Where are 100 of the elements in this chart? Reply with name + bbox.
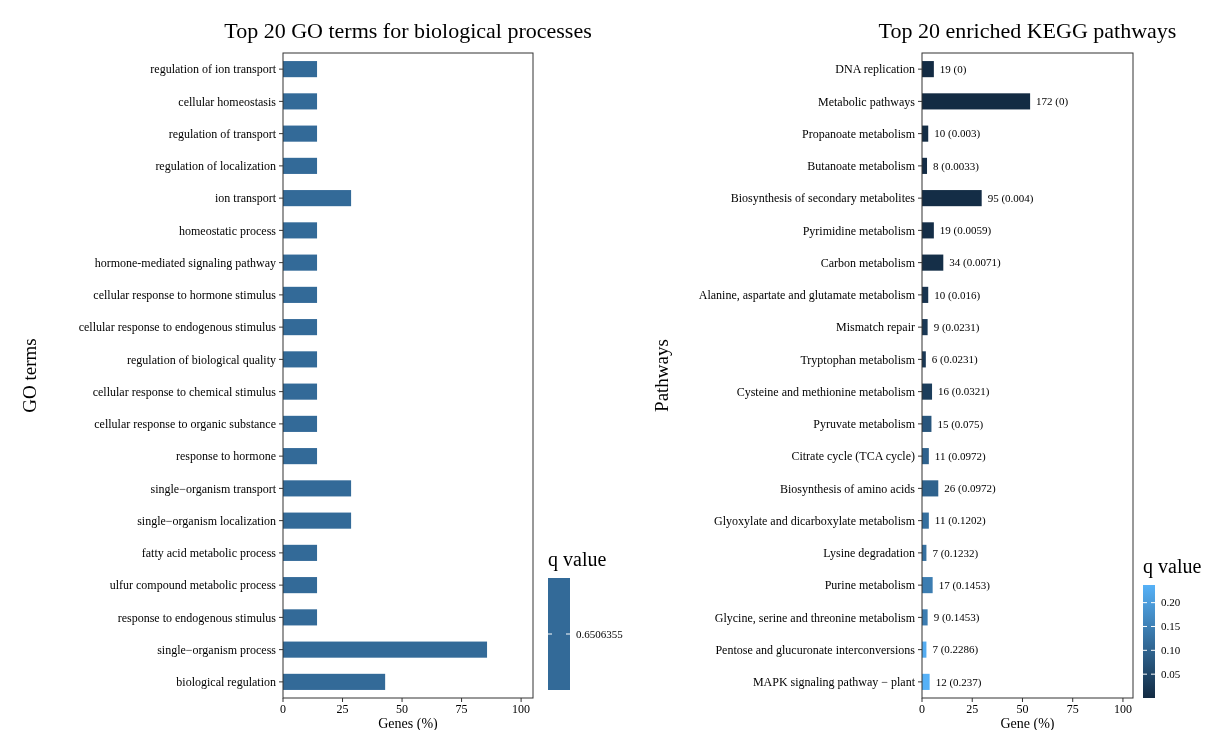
- y-tick-label: cellular homeostasis: [178, 94, 277, 109]
- y-tick-label: ion transport: [215, 191, 277, 206]
- y-tick-label: Glyoxylate and dicarboxylate metabolism: [714, 513, 916, 528]
- bar: [283, 577, 318, 594]
- annotation: 19 (0): [939, 62, 967, 76]
- annotation: 172 (0): [1036, 95, 1069, 109]
- bar: [283, 286, 318, 303]
- bar: [922, 93, 1031, 110]
- y-tick-label: regulation of transport: [168, 126, 277, 141]
- y-tick-label: cellular response to endogenous stimulus: [78, 320, 277, 335]
- bar: [283, 673, 386, 690]
- y-tick-label: Metabolic pathways: [818, 94, 916, 109]
- annotation: 26 (0.0972): [944, 482, 996, 496]
- y-tick-label: MAPK signaling pathway − plant: [752, 675, 916, 690]
- bar: [283, 544, 318, 561]
- color-bar-title: q value: [548, 548, 607, 571]
- bar: [922, 673, 930, 690]
- annotation: 6 (0.0231): [931, 353, 978, 367]
- y-tick-label: cellular response to organic substance: [94, 417, 276, 432]
- text: 0.6506355: [576, 627, 624, 640]
- y-tick-label: Purine metabolism: [824, 578, 916, 593]
- y-tick-label: DNA replication: [835, 62, 915, 77]
- chart-title: Top 20 enriched KEGG pathways: [878, 18, 1177, 43]
- bar: [283, 157, 318, 174]
- bar: [283, 480, 352, 497]
- y-tick-label: single−organism localization: [137, 513, 276, 528]
- y-tick-label: Tryptophan metabolism: [800, 352, 916, 367]
- x-tick-label: 50: [396, 702, 409, 716]
- annotation: 34 (0.0071): [949, 256, 1001, 270]
- y-tick-label: Biosynthesis of secondary metabolites: [730, 191, 916, 206]
- color-bar-title: q value: [1143, 555, 1202, 578]
- color-bar-label: 0.15: [1161, 620, 1181, 633]
- annotation: 10 (0.003): [934, 127, 981, 141]
- bar: [283, 319, 318, 336]
- y-tick-label: response to hormone: [176, 449, 276, 464]
- x-tick-label: 25: [966, 702, 979, 716]
- color-bar-label: 0.20: [1161, 596, 1181, 609]
- annotation: 10 (0.016): [934, 288, 981, 302]
- bar: [283, 415, 318, 432]
- y-tick-label: Pentose and glucuronate interconversions: [715, 642, 916, 657]
- bar: [283, 93, 318, 110]
- y-axis-title: Pathways: [651, 339, 672, 412]
- y-tick-label: regulation of ion transport: [150, 62, 277, 77]
- annotation: 9 (0.0231): [933, 320, 980, 334]
- annotation: 15 (0.075): [937, 417, 984, 431]
- y-tick-label: Carbon metabolism: [820, 255, 916, 270]
- annotation: 9 (0.1453): [933, 611, 980, 625]
- color-bar-label: 0.05: [1161, 668, 1181, 681]
- bar: [283, 351, 318, 368]
- bar: [283, 383, 318, 400]
- y-axis-title: GO terms: [19, 338, 40, 413]
- y-tick-label: ulfur compound metabolic process: [109, 578, 277, 593]
- x-tick-label: 0: [919, 702, 925, 716]
- y-tick-label: Biosynthesis of amino acids: [780, 481, 916, 496]
- x-tick-label: 100: [512, 702, 531, 716]
- bar: [283, 512, 352, 529]
- bar: [922, 61, 934, 78]
- annotation: 16 (0.0321): [938, 385, 990, 399]
- annotation: 7 (0.2286): [932, 643, 979, 657]
- annotation: 17 (0.1453): [938, 578, 991, 592]
- bar: [922, 577, 933, 594]
- y-tick-label: Cysteine and methionine metabolism: [736, 384, 916, 399]
- annotation: 19 (0.0059): [939, 224, 992, 238]
- y-tick-label: Lysine degradation: [823, 546, 915, 561]
- x-tick-label: 0: [280, 702, 286, 716]
- y-tick-label: Mismatch repair: [836, 320, 915, 335]
- y-tick-label: fatty acid metabolic process: [141, 546, 277, 561]
- y-tick-label: cellular response to chemical stimulus: [92, 384, 277, 399]
- annotation: 12 (0.237): [935, 675, 982, 689]
- y-tick-label: response to endogenous stimulus: [117, 610, 277, 625]
- annotation: 95 (0.004): [987, 191, 1034, 205]
- y-tick-label: regulation of biological quality: [127, 352, 276, 367]
- bar: [283, 190, 352, 207]
- annotation: 8 (0.0033): [933, 159, 980, 173]
- bar: [283, 125, 318, 142]
- y-tick-label: hormone-mediated signaling pathway: [94, 255, 276, 270]
- y-tick-label: Citrate cycle (TCA cycle): [791, 449, 915, 464]
- y-tick-label: cellular response to hormone stimulus: [93, 288, 277, 303]
- y-tick-label: Pyrimidine metabolism: [802, 223, 916, 238]
- bar: [283, 61, 318, 78]
- y-tick-label: single−organism process: [157, 642, 277, 657]
- annotation: 11 (0.1202): [934, 514, 987, 528]
- y-tick-label: Pyruvate metabolism: [813, 417, 916, 432]
- y-tick-label: regulation of localization: [155, 159, 276, 174]
- y-tick-label: Glycine, serine and threonine metabolism: [714, 610, 916, 625]
- y-tick-label: biological regulation: [176, 675, 276, 690]
- color-bar-label: 0.10: [1161, 644, 1181, 657]
- y-tick-label: Alanine, aspartate and glutamate metabolism: [698, 288, 916, 303]
- bar: [922, 222, 934, 239]
- y-tick-label: single−organism transport: [150, 481, 277, 496]
- bar: [922, 190, 982, 207]
- y-tick-label: homeostatic process: [179, 223, 277, 238]
- bar: [283, 609, 318, 626]
- x-tick-label: 75: [455, 702, 468, 716]
- bar: [283, 254, 318, 271]
- bar: [283, 448, 318, 465]
- x-tick-label: 100: [1113, 702, 1132, 716]
- y-tick-label: Butanoate metabolism: [807, 159, 916, 174]
- bar: [283, 641, 488, 658]
- chart-title: Top 20 GO terms for biological processes: [224, 18, 592, 43]
